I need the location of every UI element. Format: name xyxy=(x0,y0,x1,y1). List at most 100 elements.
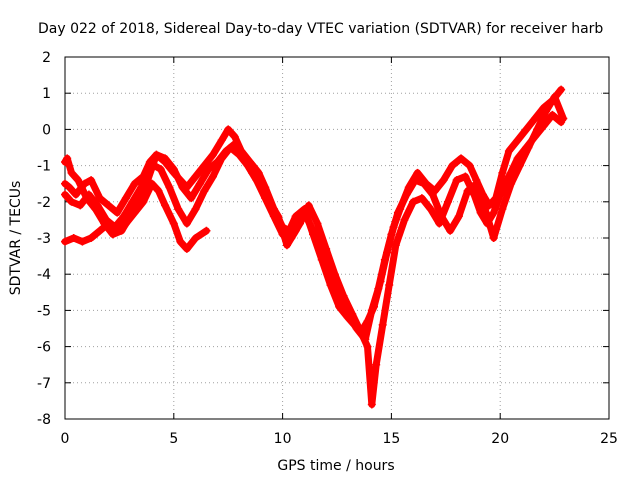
data-point-marker xyxy=(361,335,370,344)
data-point-marker xyxy=(465,161,474,170)
data-point-marker xyxy=(454,212,463,221)
data-point-marker xyxy=(322,244,331,253)
data-point-marker xyxy=(121,194,130,203)
data-point-marker xyxy=(65,183,74,192)
data-point-marker xyxy=(178,183,187,192)
data-point-marker xyxy=(82,194,91,203)
y-tick-label: -1 xyxy=(37,159,51,175)
y-tick-label: 0 xyxy=(42,122,51,138)
chart-title: Day 022 of 2018, Sidereal Day-to-day VTE… xyxy=(38,21,603,37)
data-point-marker xyxy=(548,110,557,119)
data-point-marker xyxy=(154,186,163,195)
x-tick-label: 20 xyxy=(491,431,509,447)
data-point-marker xyxy=(71,190,80,199)
data-point-marker xyxy=(191,205,200,214)
data-point-marker xyxy=(352,324,361,333)
data-point-marker xyxy=(67,197,76,206)
data-point-marker xyxy=(291,226,300,235)
data-point-marker xyxy=(428,190,437,199)
data-point-marker xyxy=(393,208,402,217)
data-point-marker xyxy=(437,212,446,221)
data-point-marker xyxy=(182,244,191,253)
data-point-marker xyxy=(200,161,209,170)
data-point-marker xyxy=(400,215,409,224)
y-tick-label: -5 xyxy=(37,303,51,319)
data-point-marker xyxy=(191,172,200,181)
data-point-marker xyxy=(174,205,183,214)
data-point-marker xyxy=(409,197,418,206)
y-tick-label: -8 xyxy=(37,412,51,428)
data-point-marker xyxy=(91,205,100,214)
data-point-marker xyxy=(61,190,69,199)
data-point-marker xyxy=(256,183,265,192)
data-point-marker xyxy=(100,219,109,228)
x-tick-label: 10 xyxy=(274,431,292,447)
data-point-marker xyxy=(443,197,452,206)
data-point-marker xyxy=(413,168,422,177)
data-point-marker xyxy=(222,147,231,156)
data-point-marker xyxy=(498,205,507,214)
data-point-marker xyxy=(385,281,394,290)
data-point-marker xyxy=(504,147,513,156)
data-point-marker xyxy=(230,132,239,141)
data-point-marker xyxy=(117,226,126,235)
data-point-marker xyxy=(143,176,152,185)
data-point-marker xyxy=(557,85,566,94)
data-point-marker xyxy=(156,165,165,174)
x-tick-label: 15 xyxy=(382,431,400,447)
data-point-marker xyxy=(230,139,239,148)
data-point-marker xyxy=(304,201,313,210)
data-point-marker xyxy=(533,125,542,134)
data-point-marker xyxy=(95,194,104,203)
series-track-4 xyxy=(61,92,568,344)
y-tick-label: 2 xyxy=(42,50,51,66)
data-point-marker xyxy=(126,212,135,221)
data-point-marker xyxy=(313,219,322,228)
x-tick-label: 25 xyxy=(600,431,618,447)
data-point-marker xyxy=(439,176,448,185)
data-point-marker xyxy=(335,295,344,304)
data-point-marker xyxy=(489,234,498,242)
data-point-marker xyxy=(452,176,461,185)
data-point-marker xyxy=(507,179,516,188)
data-point-marker xyxy=(524,143,533,152)
data-point-marker xyxy=(402,190,411,199)
series-layer xyxy=(61,85,568,409)
data-point-marker xyxy=(417,194,426,203)
y-tick-label: -7 xyxy=(37,376,51,392)
data-point-marker xyxy=(426,205,435,214)
data-point-marker xyxy=(152,150,161,159)
data-point-marker xyxy=(61,237,69,246)
data-point-marker xyxy=(78,237,87,246)
data-point-marker xyxy=(282,241,291,250)
data-point-marker xyxy=(217,136,226,145)
y-tick-label: 1 xyxy=(42,86,51,102)
y-tick-label: -6 xyxy=(37,340,51,356)
data-point-marker xyxy=(326,273,335,282)
data-point-marker xyxy=(134,197,143,206)
data-point-marker xyxy=(363,342,372,351)
data-point-marker xyxy=(380,255,389,264)
data-point-marker xyxy=(496,190,505,199)
data-point-marker xyxy=(372,360,381,369)
data-point-marker xyxy=(191,234,200,242)
data-point-marker xyxy=(161,201,170,210)
data-point-marker xyxy=(513,136,522,145)
data-point-marker xyxy=(165,183,174,192)
data-point-marker xyxy=(446,226,455,235)
x-tick-label: 5 xyxy=(169,431,178,447)
data-point-marker xyxy=(95,226,104,235)
data-point-marker xyxy=(208,150,217,159)
data-point-marker xyxy=(169,219,178,228)
data-point-marker xyxy=(69,234,78,242)
data-point-marker xyxy=(559,114,568,123)
data-point-marker xyxy=(274,212,283,221)
data-point-marker xyxy=(420,179,429,188)
data-point-marker xyxy=(182,219,191,228)
data-point-marker xyxy=(104,201,113,210)
data-point-marker xyxy=(489,208,498,217)
data-point-marker xyxy=(448,161,457,170)
data-point-marker xyxy=(391,241,400,250)
data-point-marker xyxy=(87,176,96,185)
